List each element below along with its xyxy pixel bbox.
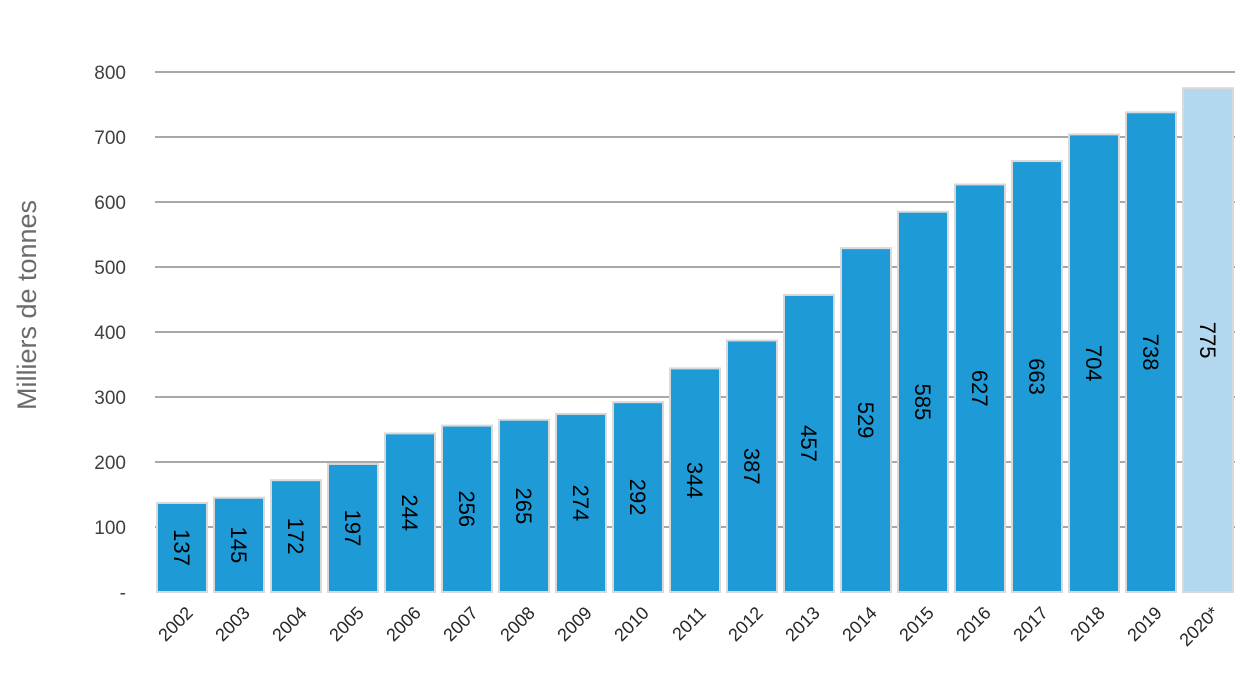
x-tick-label: 2002 <box>154 603 196 645</box>
data-label: 738 <box>1138 334 1163 371</box>
bar-2006 <box>384 432 436 593</box>
x-tick-label: 2011 <box>668 603 710 645</box>
x-axis-ticks: 2002 2003 2004 2005 2006 2007 2008 2009 2010 2011… <box>154 603 1222 650</box>
bar-2010 <box>612 401 664 594</box>
x-tick-label: 2013 <box>781 603 823 645</box>
y-tick-label: 300 <box>94 388 126 409</box>
y-tick-label: 600 <box>94 193 126 214</box>
data-label: 704 <box>1081 345 1106 382</box>
bar-2011 <box>669 367 721 593</box>
data-label: 585 <box>910 384 935 421</box>
data-label: 137 <box>169 529 194 566</box>
x-tick-label: 2019 <box>1123 603 1165 645</box>
x-tick-label: 2009 <box>553 603 595 645</box>
data-label: 256 <box>454 490 479 527</box>
bar-2002 <box>156 501 208 594</box>
data-label: 172 <box>283 518 308 555</box>
bar-2016 <box>954 183 1006 593</box>
y-tick-label: 200 <box>94 453 126 474</box>
x-tick-label: 2016 <box>952 603 994 645</box>
y-axis-ticks: - 100 200 300 400 500 600 700 800 <box>94 63 126 604</box>
bar-2019 <box>1125 111 1177 594</box>
data-label: 529 <box>853 402 878 439</box>
data-label: 145 <box>226 527 251 564</box>
y-tick-label: 500 <box>94 258 126 279</box>
bar-2005 <box>327 462 379 594</box>
data-label: 344 <box>682 462 707 499</box>
bars: 137 145 172 197 244 256 265 274 292 344 387 457 529 5… <box>156 87 1234 594</box>
y-tick-label: 400 <box>94 323 126 344</box>
data-label: 457 <box>796 425 821 462</box>
data-label: 387 <box>739 448 764 485</box>
bar-2008 <box>498 418 550 593</box>
bar-2017 <box>1011 160 1063 594</box>
x-tick-label: 2003 <box>211 603 253 645</box>
bar-2012 <box>726 339 778 594</box>
x-tick-label: 2015 <box>895 603 937 645</box>
data-label: 627 <box>967 370 992 407</box>
bar-2013 <box>783 293 835 593</box>
y-tick-label: - <box>120 583 126 604</box>
x-tick-label: 2018 <box>1066 603 1108 645</box>
y-axis-label: Milliers de tonnes <box>12 200 42 410</box>
bar-2007 <box>441 424 493 593</box>
data-label: 244 <box>397 494 422 531</box>
x-tick-label: 2007 <box>439 603 481 645</box>
x-tick-label: 2005 <box>325 603 367 645</box>
bar-2003 <box>213 496 265 593</box>
x-tick-label: 2012 <box>724 603 766 645</box>
data-label: 265 <box>511 488 536 525</box>
data-label: 663 <box>1024 358 1049 395</box>
y-tick-label: 100 <box>94 518 126 539</box>
bar-2018 <box>1068 133 1120 593</box>
x-tick-label: 2010 <box>610 603 652 645</box>
bar-2014 <box>840 247 892 593</box>
y-tick-label: 700 <box>94 128 126 149</box>
y-tick-label: 800 <box>94 63 126 84</box>
x-tick-label: 2020* <box>1175 603 1222 650</box>
x-tick-label: 2014 <box>838 603 880 645</box>
data-label: 292 <box>625 479 650 516</box>
data-label: 274 <box>568 485 593 522</box>
data-label: 775 <box>1195 322 1220 359</box>
x-tick-label: 2006 <box>382 603 424 645</box>
x-tick-label: 2017 <box>1009 603 1051 645</box>
bar-2020* <box>1182 87 1234 593</box>
x-tick-label: 2008 <box>496 603 538 645</box>
bar-2009 <box>555 412 607 593</box>
bar-2004 <box>270 479 322 594</box>
data-label: 197 <box>340 510 365 547</box>
bar-2015 <box>897 210 949 593</box>
x-tick-label: 2004 <box>268 603 310 645</box>
